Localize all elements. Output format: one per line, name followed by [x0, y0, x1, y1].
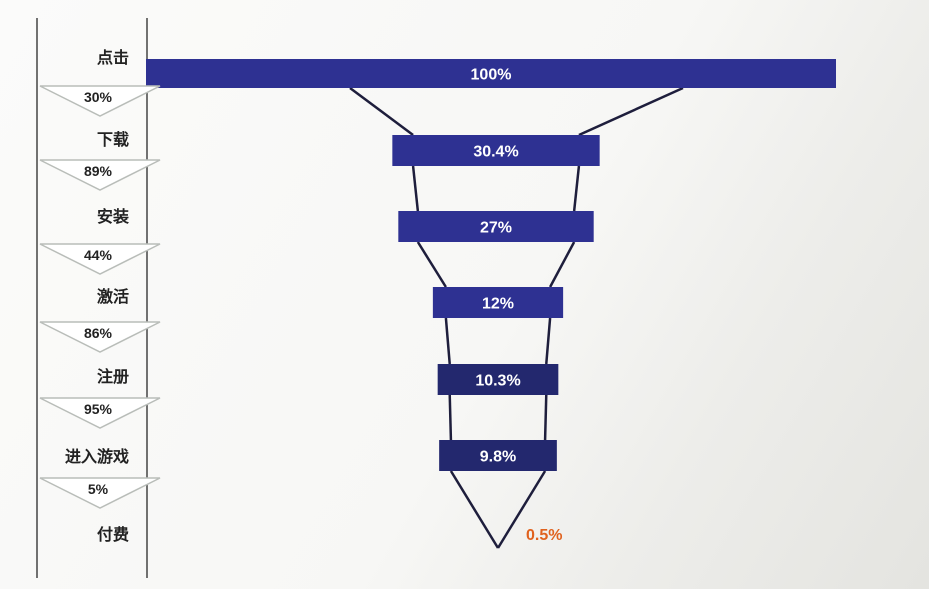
stage-label: 安装	[97, 207, 129, 226]
conversion-rate-label: 30%	[84, 89, 113, 105]
conversion-arrow-icon	[39, 243, 161, 275]
stage-label: 激活	[97, 287, 129, 306]
funnel-bar	[398, 211, 594, 242]
funnel-connector-left	[411, 165, 420, 212]
conversion-arrow-icon	[39, 321, 161, 353]
conversion-arrow-icon	[39, 477, 161, 509]
bar-value-label: 0.5%	[526, 527, 562, 544]
funnel-bar	[146, 59, 836, 88]
funnel-bar	[437, 364, 559, 395]
bar-value-label: 27%	[480, 220, 512, 237]
funnel-connector-right	[543, 394, 548, 441]
funnel-connector-left	[444, 317, 451, 365]
stage-label: 下载	[97, 130, 129, 149]
funnel-connector-left	[349, 86, 414, 137]
conversion-rate-label: 86%	[84, 325, 113, 341]
funnel-bar	[432, 287, 564, 318]
funnel-connector-left	[416, 241, 447, 288]
conversion-rate-label: 89%	[84, 163, 113, 179]
funnel-bar	[392, 135, 600, 166]
conversion-rate-label: 95%	[84, 401, 113, 417]
conversion-rate-label: 5%	[88, 481, 109, 497]
bar-value-label: 12%	[482, 296, 514, 313]
conversion-arrow-icon	[39, 85, 161, 117]
conversion-rate-label: 44%	[84, 247, 113, 263]
bar-value-label: 9.8%	[480, 449, 516, 466]
funnel-connector-right	[578, 86, 684, 137]
funnel-connector-right	[545, 317, 552, 365]
bar-value-label: 100%	[471, 67, 512, 84]
funnel-connector-left	[449, 470, 500, 549]
stage-label: 付费	[97, 525, 129, 544]
bar-value-label: 10.3%	[475, 373, 520, 390]
conversion-arrow-icon	[39, 397, 161, 429]
funnel-bar	[439, 440, 557, 471]
funnel-connector-left	[448, 394, 453, 441]
funnel-connector-right	[572, 165, 581, 212]
funnel-connector-right	[548, 241, 576, 288]
stage-label: 点击	[97, 48, 129, 67]
stage-label: 进入游戏	[65, 447, 129, 466]
bar-value-label: 30.4%	[473, 144, 518, 161]
funnel-connector-right	[496, 470, 547, 549]
conversion-arrow-icon	[39, 159, 161, 191]
stage-label: 注册	[97, 367, 129, 386]
